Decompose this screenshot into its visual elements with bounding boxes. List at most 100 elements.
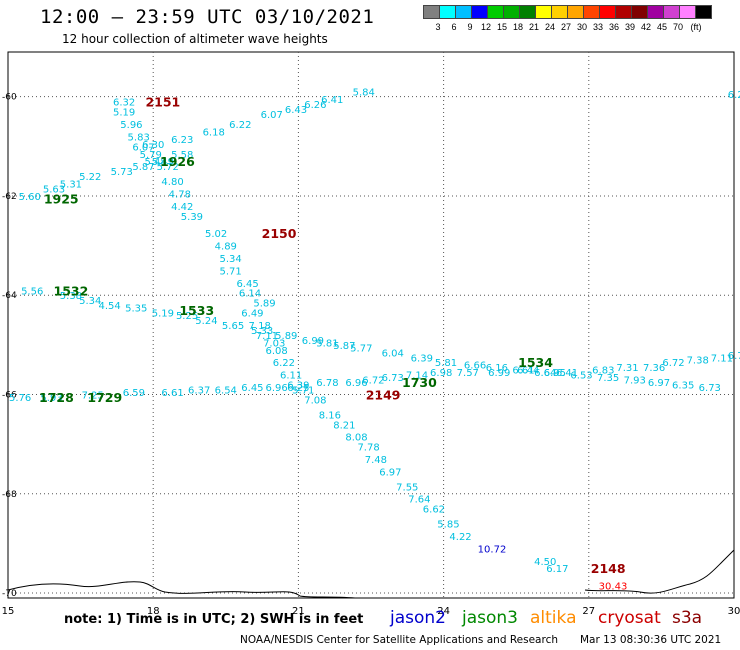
swh-value: 6.96: [345, 378, 367, 389]
swh-value: 7.11: [711, 353, 733, 364]
legend-label: 15: [496, 22, 507, 32]
swh-value: 5.71: [292, 386, 314, 397]
x-tick-label: 30: [728, 606, 740, 617]
swh-value: 6.41: [556, 368, 578, 379]
coastline: [7, 549, 735, 599]
swh-value: 6.45: [236, 279, 258, 290]
swh-value: 6.66: [464, 361, 486, 372]
swh-value: 6.08: [265, 346, 287, 357]
sat-s3a-label: s3a: [672, 608, 703, 628]
swh-value: 6.32: [113, 98, 135, 109]
swh-value: 6.72: [662, 358, 684, 369]
y-tick-label: -70: [2, 589, 17, 599]
legend-label: 39: [624, 22, 635, 32]
swh-value: 6.17: [546, 564, 568, 575]
swh-value: 5.73: [111, 167, 133, 178]
swh-value: 6.23: [171, 135, 193, 146]
swh-value: 6.96: [265, 383, 287, 394]
swh-value: 6.04: [382, 348, 404, 359]
swh-value: 7.25: [82, 390, 104, 401]
pass-label: 1730: [402, 375, 437, 390]
swh-value: 5.89: [253, 299, 275, 310]
swh-value: 5.87: [333, 341, 355, 352]
sat-jason3-label: jason3: [462, 608, 518, 628]
swh-value: 6.37: [188, 386, 210, 397]
timestamp-text: Mar 13 08:30:36 UTC 2021: [580, 634, 722, 646]
swh-value: 6.99: [488, 368, 510, 379]
y-tick-label: -60: [2, 93, 17, 103]
swh-value: 5.31: [60, 180, 82, 191]
swh-value: 5.65: [222, 321, 244, 332]
swh-value: 7.64: [408, 495, 430, 506]
swh-value: 5.48: [144, 157, 166, 168]
legend-label: 24: [544, 22, 555, 32]
pass-label: 2150: [262, 226, 297, 241]
x-tick-label: 15: [2, 606, 15, 617]
swh-value: 6.61: [512, 366, 534, 377]
swh-value: 7.57: [457, 368, 479, 379]
legend-label: 42: [640, 22, 651, 32]
swh-value: 5.77: [350, 343, 372, 354]
swh-value: 5.02: [205, 229, 227, 240]
color-legend: [423, 5, 712, 19]
pass-label: 1925: [44, 191, 79, 206]
swh-value: 5.63: [43, 185, 65, 196]
page-title: 12:00 – 23:59 UTC 03/10/2021: [40, 6, 375, 28]
swh-value: 6.72: [362, 376, 384, 387]
swh-value: 6.73: [382, 373, 404, 384]
pass-label: 2149: [366, 387, 401, 402]
swh-value: 5.93: [40, 393, 62, 404]
legend-label: 45: [656, 22, 667, 32]
page-subtitle: 12 hour collection of altimeter wave hei…: [62, 32, 328, 46]
swh-value: 6.11: [280, 371, 302, 382]
swh-value: 5.84: [353, 88, 375, 99]
sat-cryosat-label: cryosat: [598, 608, 661, 628]
map-frame: [7, 51, 735, 599]
swh-value: 7.18: [249, 321, 271, 332]
y-tick-label: -62: [2, 192, 17, 202]
swh-value: 5.79: [140, 150, 162, 161]
x-tick-label: 27: [582, 606, 595, 617]
swh-value: 6.70: [728, 351, 740, 362]
swh-value: 5.60: [19, 192, 41, 203]
swh-value: 6.45: [241, 383, 263, 394]
y-tick-label: -64: [2, 291, 17, 301]
swh-value: 7.35: [597, 373, 619, 384]
swh-value: 7.14: [406, 371, 428, 382]
swh-value: 5.96: [120, 120, 142, 131]
swh-value: 5.89: [275, 331, 297, 342]
swh-value: 5.19: [152, 309, 174, 320]
swh-value: 7.38: [687, 356, 709, 367]
pass-label: 1729: [87, 390, 122, 405]
swh-value: 6.23: [728, 90, 740, 101]
swh-value: 6.44: [517, 366, 539, 377]
swh-value: 8.08: [345, 433, 367, 444]
swh-value: 4.42: [171, 202, 193, 213]
sat-altika-label: altika: [530, 608, 577, 628]
swh-value: 6.95: [544, 368, 566, 379]
pass-label: 2148: [591, 561, 626, 576]
swh-value: 5.39: [181, 212, 203, 223]
pass-label: 2151: [145, 95, 180, 110]
swh-value: 7.55: [396, 482, 418, 493]
swh-value: 4.54: [99, 301, 121, 312]
swh-value: 6.18: [203, 127, 225, 138]
swh-value: 5.35: [125, 304, 147, 315]
swh-value: 8.21: [333, 420, 355, 431]
swh-value: 5.33: [251, 326, 273, 337]
swh-value: 6.26: [304, 100, 326, 111]
swh-value: 6.22: [229, 120, 251, 131]
swh-value: 7.48: [365, 455, 387, 466]
swh-value: 6.97: [648, 378, 670, 389]
swh-value: 6.07: [132, 142, 154, 153]
swh-value: 6.49: [241, 309, 263, 320]
swh-value: 5.34: [220, 254, 242, 265]
swh-value: 6.73: [699, 383, 721, 394]
swh-value: 7.93: [624, 376, 646, 387]
swh-value: 6.22: [273, 358, 295, 369]
swh-value: 6.53: [570, 371, 592, 382]
pass-label: 1728: [39, 390, 74, 405]
swh-value: 6.25: [287, 383, 309, 394]
swh-value: 5.85: [437, 520, 459, 531]
